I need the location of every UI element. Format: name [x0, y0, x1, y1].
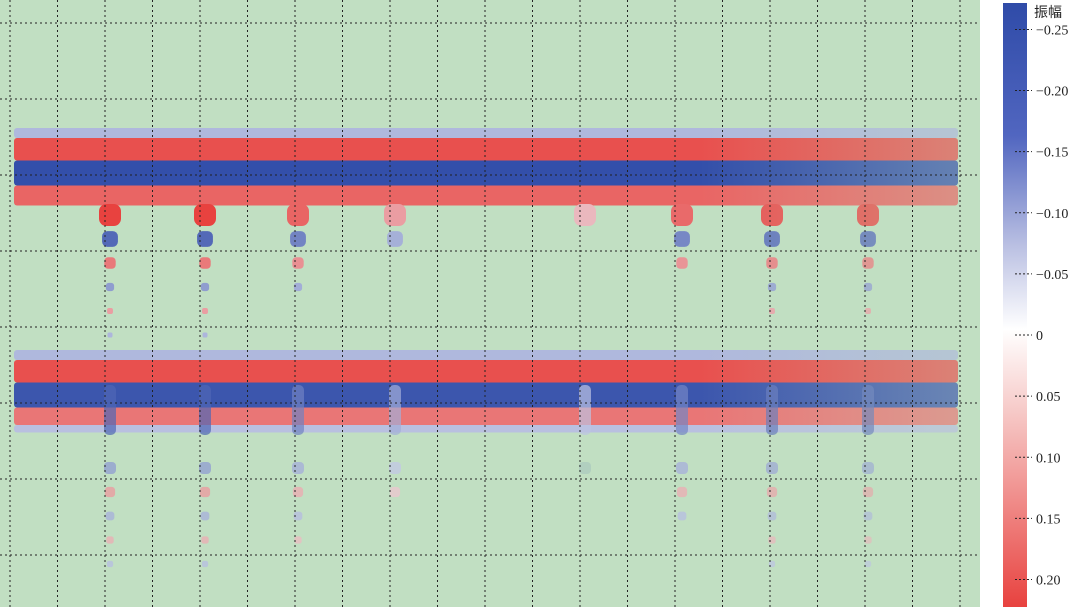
anomaly-4-lower-blob-0: [579, 462, 591, 474]
anomaly-1-blob-3: [200, 282, 210, 292]
anomaly-3-notch: [389, 385, 401, 435]
anomaly-0-lower-blob-4: [106, 560, 114, 568]
anomaly-2-blob-2: [292, 257, 304, 269]
colorbar-tick-label-1: −0.20: [1036, 85, 1068, 100]
colorbar-tick-label-0: −0.25: [1036, 23, 1068, 38]
colorbar-tick-label-2: −0.15: [1036, 146, 1068, 161]
anomaly-5-blob-1: [674, 231, 690, 247]
colorbar-tick-label-8: 0.15: [1036, 512, 1061, 527]
anomaly-5-lower-blob-2: [677, 511, 687, 521]
anomaly-2-lower-blob-1: [292, 486, 304, 498]
colorbar-tick-label-5: 0: [1036, 329, 1043, 344]
anomaly-3-blob-1: [387, 231, 403, 247]
anomaly-2-lower-blob-0: [292, 462, 304, 474]
anomaly-5-lower-blob-0: [676, 462, 688, 474]
anomaly-0-blob-2: [104, 257, 116, 269]
anomaly-1-blob-5: [202, 332, 208, 338]
colorbar-ticks: −0.25 −0.20 −0.15 −0.10 −0.05 0 0.05 0.10 0.15 0.…: [1015, 23, 1068, 589]
colorbar-tick-label-7: 0.10: [1036, 451, 1061, 466]
colorbar: [1003, 3, 1027, 607]
anomaly-0-blob-1: [102, 231, 118, 247]
anomaly-2-lower-blob-2: [293, 511, 303, 521]
anomaly-0-blob-5: [107, 332, 113, 338]
anomaly-3-blob-0: [384, 204, 406, 226]
colorbar-title: 振幅: [1034, 5, 1062, 21]
anomaly-2-blob-1: [290, 231, 306, 247]
anomaly-4-notch: [579, 385, 591, 435]
anomaly-1-blob-1: [197, 231, 213, 247]
colorbar-tick-label-3: −0.10: [1036, 207, 1068, 222]
anomaly-3-lower-blob-0: [389, 462, 401, 474]
anomaly-3-lower-blob-1: [389, 486, 401, 498]
right-fade: [700, 0, 960, 607]
anomaly-0-blob-0: [99, 204, 121, 226]
anomaly-0-lower-blob-2: [105, 511, 115, 521]
anomaly-0-lower-blob-0: [104, 462, 116, 474]
anomaly-2-lower-blob-3: [294, 536, 302, 544]
anomaly-2-notch: [292, 385, 304, 435]
anomaly-5-lower-blob-1: [676, 486, 688, 498]
anomaly-1-lower-blob-1: [199, 486, 211, 498]
anomaly-5-blob-0: [671, 204, 693, 226]
colorbar-tick-label-9: 0.20: [1036, 574, 1061, 589]
anomaly-0-notch: [104, 385, 116, 435]
colorbar-tick-label-4: −0.05: [1036, 268, 1068, 283]
colorbar-tick-label-6: 0.05: [1036, 390, 1061, 405]
anomaly-1-lower-blob-2: [200, 511, 210, 521]
anomaly-0-blob-3: [105, 282, 115, 292]
anomaly-5-blob-2: [676, 257, 688, 269]
anomaly-1-lower-blob-4: [201, 560, 209, 568]
grid-lines: [0, 0, 980, 607]
anomaly-2-blob-3: [293, 282, 303, 292]
anomaly-1-blob-0: [194, 204, 216, 226]
anomaly-4-blob-0: [574, 204, 596, 226]
anomaly-1-lower-blob-3: [201, 536, 209, 544]
anomaly-1-lower-blob-0: [199, 462, 211, 474]
anomaly-0-blob-4: [107, 308, 113, 314]
anomaly-1-notch: [199, 385, 211, 435]
anomaly-1-blob-2: [199, 257, 211, 269]
anomaly-2-blob-0: [287, 204, 309, 226]
anomaly-0-lower-blob-3: [106, 536, 114, 544]
anomaly-5-notch: [676, 385, 688, 435]
anomaly-1-blob-4: [202, 308, 208, 314]
anomaly-0-lower-blob-1: [104, 486, 116, 498]
